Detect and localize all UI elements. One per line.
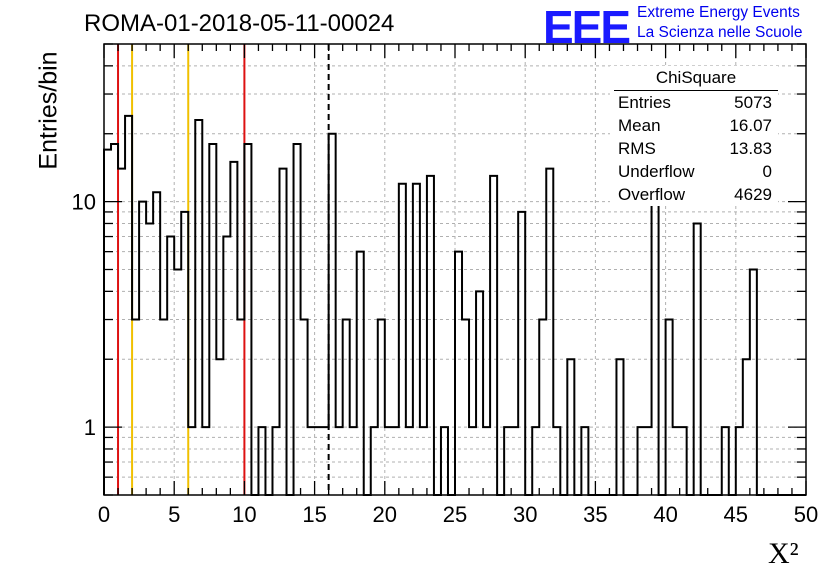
stat-label: RMS: [618, 139, 656, 158]
eee-logo: EEE: [543, 1, 631, 53]
x-tick-label: 50: [794, 502, 818, 527]
stat-value: 16.07: [729, 116, 772, 135]
y-tick-label: 1: [84, 415, 96, 440]
stat-value: 5073: [734, 93, 772, 112]
x-tick-label: 40: [653, 502, 677, 527]
logo-line-1: Extreme Energy Events: [637, 4, 800, 21]
x-tick-label: 30: [513, 502, 537, 527]
stat-row-underflow: Underflow 0: [610, 160, 778, 183]
x-tick-label: 0: [98, 502, 110, 527]
axis-ticks: [103, 43, 807, 496]
stat-value: 13.83: [729, 139, 772, 158]
axis-tick-labels: 0 5 10 15 20 25 30 35 40 45 50 1 10: [72, 190, 819, 527]
stat-value: 4629: [734, 185, 772, 204]
x-tick-label: 15: [302, 502, 326, 527]
logo-line-2: La Scienza nelle Scuole: [637, 24, 803, 41]
y-tick-label: 10: [72, 190, 96, 215]
stat-label: Overflow: [618, 185, 686, 204]
x-tick-label: 25: [443, 502, 467, 527]
stat-value: 0: [762, 162, 772, 181]
x-tick-label: 20: [373, 502, 397, 527]
x-axis-label: X²: [768, 537, 799, 570]
x-tick-label: 35: [583, 502, 607, 527]
stats-title: ChiSquare: [614, 66, 778, 91]
y-axis-label: Entries/bin: [34, 51, 63, 170]
histogram-outline: [103, 114, 806, 496]
stat-label: Entries: [618, 93, 671, 112]
stat-label: Underflow: [618, 162, 695, 181]
stat-row-rms: RMS 13.83: [610, 137, 778, 160]
stat-row-entries: Entries 5073: [610, 91, 778, 114]
stat-label: Mean: [618, 116, 661, 135]
chart-title: ROMA-01-2018-05-11-00024: [84, 10, 395, 37]
x-tick-label: 5: [168, 502, 180, 527]
x-tick-label: 45: [724, 502, 748, 527]
stat-row-mean: Mean 16.07: [610, 114, 778, 137]
stat-row-overflow: Overflow 4629: [610, 183, 778, 206]
x-tick-label: 10: [232, 502, 256, 527]
stats-box: ChiSquare Entries 5073 Mean 16.07 RMS 13…: [610, 66, 778, 206]
